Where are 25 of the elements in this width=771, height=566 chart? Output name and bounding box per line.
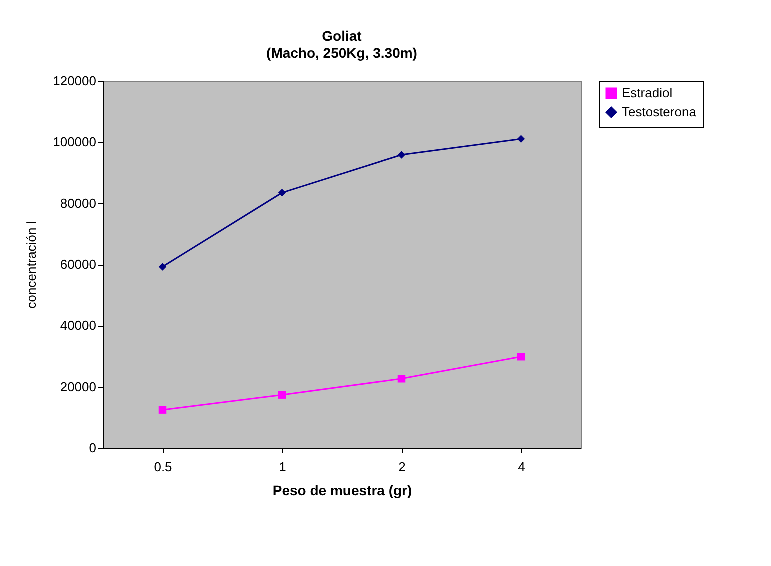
x-tick-label: 0.5 [154,460,172,474]
y-tick-label: 20000 [60,379,96,394]
chart-title: Goliat [322,28,362,44]
legend-label: Estradiol [622,86,673,100]
x-tick-label: 2 [398,460,406,474]
point [278,391,286,399]
point [278,189,286,197]
y-tick-label: 60000 [60,257,96,272]
legend-label: Testosterona [622,104,698,120]
y-tick-label: 120000 [53,74,96,88]
y-tick-label: 0 [89,440,96,456]
chart-subtitle: (Macho, 250Kg, 3.30m) [266,45,418,61]
point [398,151,406,159]
point [398,375,406,383]
y-axis-title: concentración l [24,221,40,309]
y-tick-label: 80000 [60,196,96,211]
x-tick-label: 4 [518,460,526,474]
point [517,135,526,143]
point [158,263,167,271]
y-tick-label: 100000 [53,134,96,150]
y-tick-label: 40000 [60,318,96,334]
point [517,352,526,361]
x-axis-title: Peso de muestra (gr) [272,482,412,498]
point [158,406,167,414]
x-tick-label: 1 [279,460,286,474]
